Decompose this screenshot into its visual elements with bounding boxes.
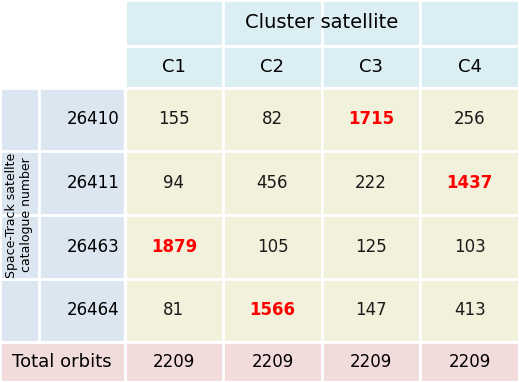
Text: C1: C1 <box>162 58 186 76</box>
Bar <box>0 0 125 87</box>
Text: 82: 82 <box>262 110 283 128</box>
Text: 2209: 2209 <box>448 353 491 371</box>
Text: 81: 81 <box>163 301 184 319</box>
Text: 1715: 1715 <box>348 110 394 128</box>
Text: 456: 456 <box>257 174 288 192</box>
Text: 26410: 26410 <box>67 110 119 128</box>
Bar <box>125 0 519 46</box>
Text: 26464: 26464 <box>67 301 119 319</box>
Text: 103: 103 <box>454 238 486 256</box>
Text: C3: C3 <box>359 58 383 76</box>
Text: 147: 147 <box>356 301 387 319</box>
Text: 256: 256 <box>454 110 485 128</box>
Text: 105: 105 <box>257 238 288 256</box>
Text: Cluster satellite: Cluster satellite <box>245 13 399 32</box>
Text: 2209: 2209 <box>350 353 392 371</box>
Bar <box>125 46 519 87</box>
Text: 94: 94 <box>163 174 184 192</box>
Text: Total orbits: Total orbits <box>12 353 112 371</box>
Text: 125: 125 <box>355 238 387 256</box>
Text: 1437: 1437 <box>446 174 493 192</box>
Text: 2209: 2209 <box>251 353 294 371</box>
Text: 1566: 1566 <box>250 301 295 319</box>
Text: Space-Track satellte
catalogue number: Space-Track satellte catalogue number <box>6 152 33 277</box>
Bar <box>125 87 519 342</box>
Text: 413: 413 <box>454 301 486 319</box>
Bar <box>0 87 125 342</box>
Text: C4: C4 <box>458 58 482 76</box>
Text: 26463: 26463 <box>67 238 119 256</box>
Text: 2209: 2209 <box>153 353 195 371</box>
Text: 1879: 1879 <box>151 238 197 256</box>
Text: C2: C2 <box>261 58 284 76</box>
Text: 26411: 26411 <box>66 174 119 192</box>
Bar <box>0 342 519 382</box>
Text: 222: 222 <box>355 174 387 192</box>
Text: 155: 155 <box>158 110 189 128</box>
